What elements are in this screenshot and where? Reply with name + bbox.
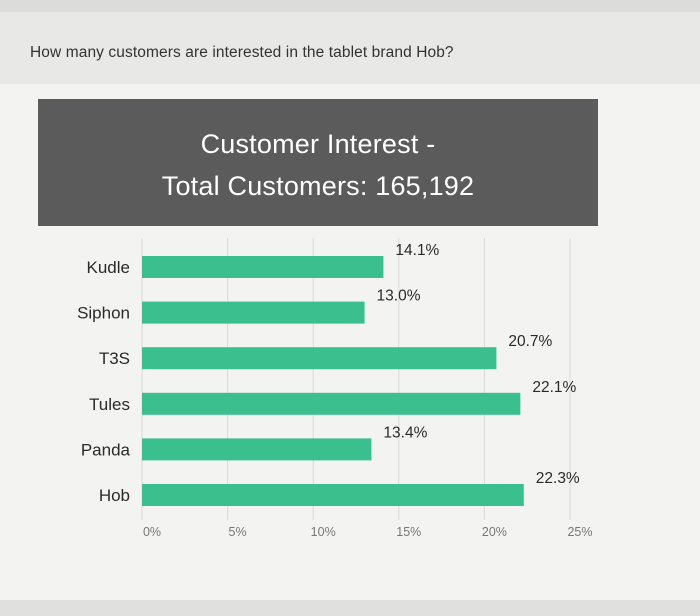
value-label: 20.7% bbox=[508, 333, 552, 350]
x-tick-label: 25% bbox=[567, 525, 592, 539]
x-tick-label: 5% bbox=[229, 525, 247, 539]
bar bbox=[142, 438, 372, 461]
category-label: T3S bbox=[99, 349, 130, 368]
bar bbox=[142, 347, 497, 370]
category-label: Kudle bbox=[87, 258, 130, 277]
value-label: 14.1% bbox=[395, 242, 439, 259]
top-strip bbox=[0, 0, 700, 12]
value-label: 13.4% bbox=[383, 424, 427, 441]
x-tick-label: 0% bbox=[143, 525, 161, 539]
bar bbox=[142, 484, 524, 506]
bottom-strip bbox=[0, 600, 700, 616]
chart-subtitle: Total Customers: 165,192 bbox=[161, 171, 475, 201]
category-label: Tules bbox=[89, 395, 130, 414]
value-label: 22.3% bbox=[536, 470, 580, 487]
chart-title-box: Customer Interest - Total Customers: 165… bbox=[38, 99, 598, 226]
x-tick-label: 15% bbox=[396, 525, 421, 539]
value-label: 13.0% bbox=[377, 288, 421, 305]
bar bbox=[142, 256, 384, 278]
bar bbox=[142, 392, 521, 415]
bar bbox=[142, 301, 365, 324]
bar-chart: 0% 5% 10% 15% 20% 25% Kudle 14.1% Siphon 13.0% T3S… bbox=[77, 238, 593, 539]
category-label: Panda bbox=[81, 440, 131, 459]
question-text: How many customers are interested in the… bbox=[30, 44, 454, 61]
value-label: 22.1% bbox=[532, 379, 576, 396]
x-tick-label: 10% bbox=[311, 525, 336, 539]
category-label: Siphon bbox=[77, 304, 130, 323]
chart-title: Customer Interest - bbox=[200, 129, 436, 159]
category-label: Hob bbox=[99, 486, 130, 505]
x-tick-label: 20% bbox=[482, 525, 507, 539]
